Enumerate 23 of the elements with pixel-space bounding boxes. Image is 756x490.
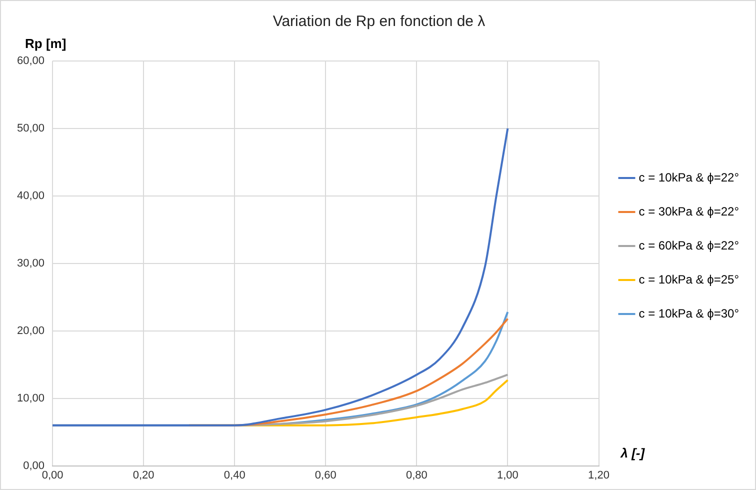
legend-label: c = 60kPa & ϕ=22° [638,238,740,252]
x-tick-label: 0,20 [132,469,154,482]
x-axis-title: λ [-] [620,445,646,460]
x-tick-label: 0,00 [42,469,64,482]
legend-label: c = 10kPa & ϕ=25° [638,272,740,286]
x-tick-label: 1,20 [588,469,610,482]
x-tick-label: 0,80 [406,469,428,482]
y-tick-label: 0,00 [23,460,45,472]
chart-title: Variation de Rp en fonction de λ [272,13,486,30]
line-series [52,127,509,426]
y-tick-label: 60,00 [16,55,45,68]
legend-label: c = 10kPa & ϕ=30° [638,306,740,320]
x-tick-label: 0,40 [224,469,246,482]
legend-label: c = 30kPa & ϕ=22° [638,204,740,218]
x-tick-label: 1,00 [497,469,518,482]
legend-label: c = 10kPa & ϕ=22° [638,170,740,184]
y-tick-label: 20,00 [16,324,45,337]
y-tick-label: 10,00 [16,392,45,404]
x-tick-label: 0,60 [314,469,336,482]
y-tick-label: 30,00 [16,257,45,270]
y-tick-label: 40,00 [16,190,45,202]
y-tick-label: 50,00 [16,122,45,134]
y-axis-title: Rp [m] [25,36,66,52]
